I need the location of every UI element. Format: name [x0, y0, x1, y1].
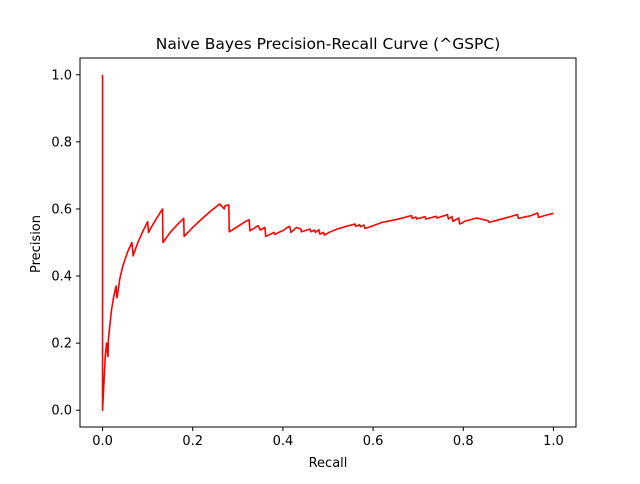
y-tick-label: 0.2	[51, 337, 72, 352]
x-axis-label: Recall	[309, 456, 348, 471]
x-tick-label: 0.6	[363, 434, 384, 449]
chart-title: Naive Bayes Precision-Recall Curve (^GSP…	[156, 35, 501, 53]
series-line	[101, 74, 554, 412]
y-tick-label: 1.0	[51, 68, 72, 83]
axes-frame	[79, 57, 577, 428]
plot-area: 0.0 0.2 0.4 0.6 0.8 1.0 0.0 0.2 0.4 0.6 0.8 1.0	[51, 57, 577, 449]
y-tick-label: 0.0	[51, 404, 72, 419]
x-tick-label: 0.8	[453, 434, 474, 449]
x-tick-label: 0.4	[273, 434, 294, 449]
x-tick-label: 0.0	[92, 434, 113, 449]
x-tick-label: 1.0	[543, 434, 564, 449]
y-tick-label: 0.6	[51, 202, 72, 217]
y-tick-label: 0.8	[51, 135, 72, 150]
y-axis-label: Precision	[29, 215, 44, 273]
x-tick-label: 0.2	[182, 434, 203, 449]
y-tick-label: 0.4	[51, 270, 72, 285]
